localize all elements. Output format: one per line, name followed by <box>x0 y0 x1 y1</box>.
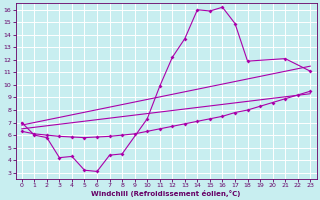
X-axis label: Windchill (Refroidissement éolien,°C): Windchill (Refroidissement éolien,°C) <box>91 190 241 197</box>
